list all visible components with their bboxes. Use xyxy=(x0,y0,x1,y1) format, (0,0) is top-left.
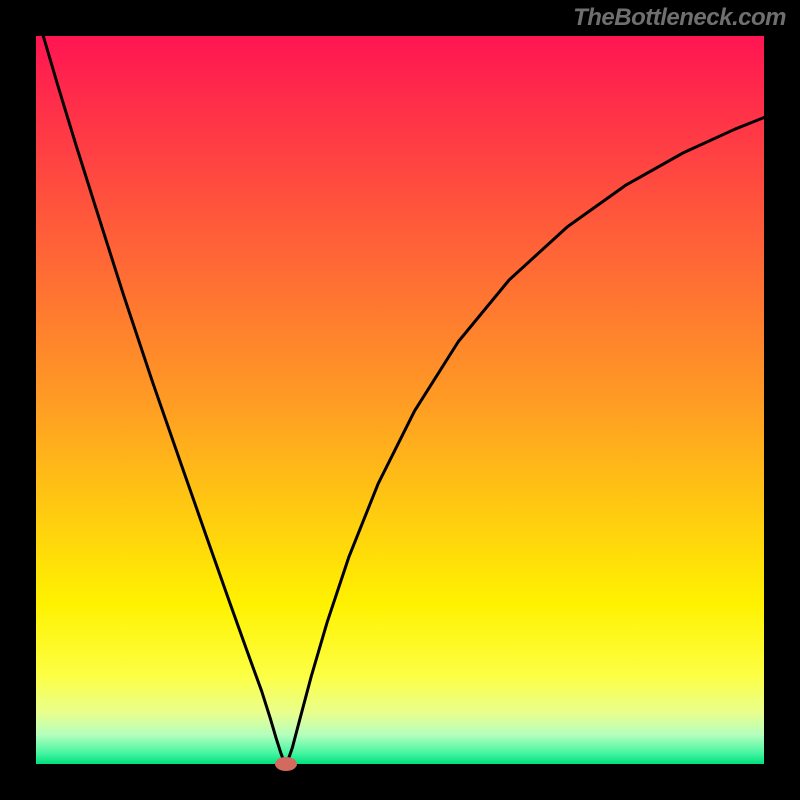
chart-container: TheBottleneck.com xyxy=(0,0,800,800)
bottleneck-curve xyxy=(36,36,764,764)
optimal-point-marker xyxy=(275,757,297,771)
watermark-text: TheBottleneck.com xyxy=(573,4,786,32)
plot-area xyxy=(36,36,764,764)
